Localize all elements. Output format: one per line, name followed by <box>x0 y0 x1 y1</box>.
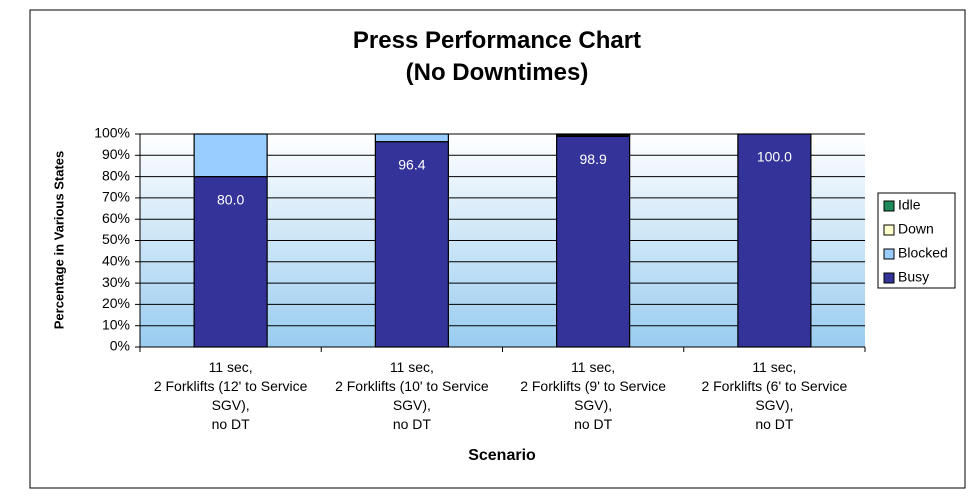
legend-swatch <box>883 224 895 236</box>
x-axis-label: Scenario <box>468 447 536 464</box>
y-tick-label: 70% <box>102 189 130 205</box>
x-tick-label: 11 sec, 2 Forklifts (12' to Service SGV), n… <box>154 359 308 432</box>
y-tick-label: 30% <box>102 274 130 290</box>
bar-segment <box>374 133 449 143</box>
y-axis-label: Percentage in Various States <box>51 151 66 329</box>
value-label: 100.0 <box>757 149 792 165</box>
legend-swatch <box>883 272 895 284</box>
bar-segment <box>374 141 449 348</box>
bar-segment <box>556 133 631 136</box>
legend-swatch <box>883 248 895 260</box>
y-tick-label: 50% <box>102 231 130 247</box>
x-tick-label: 11 sec, 2 Forklifts (6' to Service SGV), no… <box>701 359 847 432</box>
value-label: 98.9 <box>580 151 607 167</box>
legend-swatch <box>883 200 895 212</box>
bar-segment <box>737 133 812 348</box>
y-tick-label: 80% <box>102 167 130 183</box>
bar-segment <box>193 176 268 348</box>
y-tick-label: 40% <box>102 253 130 269</box>
value-label: 96.4 <box>398 156 425 172</box>
bar-segment <box>193 133 268 178</box>
y-tick-label: 10% <box>102 316 130 332</box>
y-tick-label: 100% <box>94 125 130 141</box>
x-tick-label: 11 sec, 2 Forklifts (9' to Service SGV), no… <box>520 359 666 432</box>
bar-segment <box>556 135 631 348</box>
legend-label: Busy <box>898 269 929 285</box>
y-tick-label: 20% <box>102 295 130 311</box>
legend-label: Idle <box>898 197 921 213</box>
legend-label: Down <box>898 221 934 237</box>
legend-label: Blocked <box>898 245 948 261</box>
y-tick-label: 60% <box>102 210 130 226</box>
y-tick-label: 0% <box>110 338 130 354</box>
value-label: 80.0 <box>217 191 244 207</box>
y-tick-label: 90% <box>102 146 130 162</box>
chart-title: Press Performance Chart (No Downtimes) <box>353 27 641 86</box>
x-tick-label: 11 sec, 2 Forklifts (10' to Service SGV), n… <box>335 359 489 432</box>
